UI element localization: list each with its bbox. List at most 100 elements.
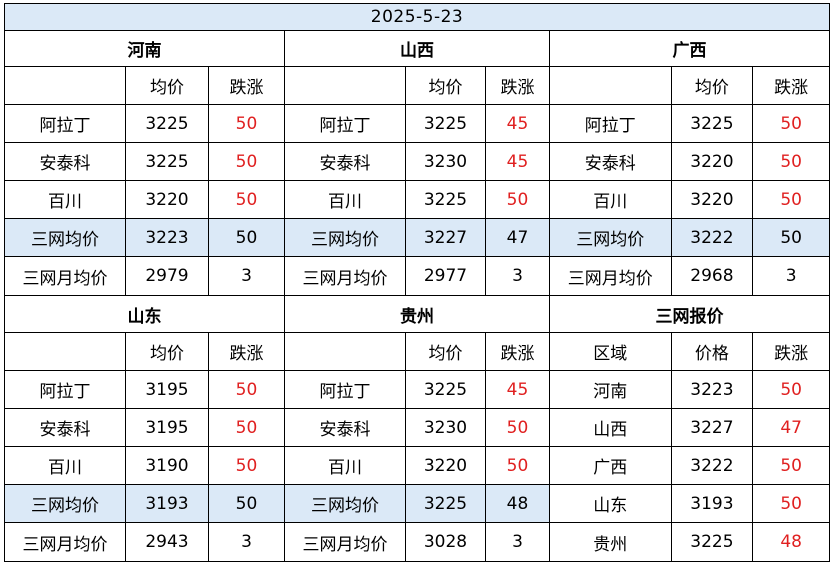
region-title: 广西	[550, 30, 829, 67]
change-cell: 50	[208, 219, 284, 256]
region-block: 山东 均价 跌涨 阿拉丁 3195 50 安泰科 3195 50 百川 3190 50 三网均价 3193…	[5, 295, 284, 561]
change-cell: 47	[485, 219, 549, 256]
row-label: 阿拉丁	[584, 116, 636, 136]
table-header-row: 均价 跌涨	[550, 67, 829, 105]
region-table: 均价 跌涨 阿拉丁 3225 45 安泰科 3230 45 百川 3225 50 三网均价 3227 47…	[285, 67, 549, 295]
change-cell: 50	[485, 409, 549, 446]
region-block: 广西 均价 跌涨 阿拉丁 3225 50 安泰科 3220 50 百川 3220 50 三网均价 3222…	[549, 30, 829, 295]
region-block: 河南 均价 跌涨 阿拉丁 3225 50 安泰科 3225 50 百川 3220 50 三网均价 3223…	[5, 30, 284, 295]
price-cell: 3222	[670, 219, 753, 256]
table-row: 阿拉丁 3225 45	[285, 105, 549, 143]
price-cell: 3230	[405, 143, 485, 180]
change-cell: 45	[485, 371, 549, 408]
table-row: 安泰科 3230 45	[285, 143, 549, 181]
price-cell: 3220	[670, 143, 753, 180]
table-row: 贵州 3225 48	[550, 523, 829, 561]
row-label: 山东	[593, 496, 628, 516]
region-table: 均价 跌涨 阿拉丁 3225 50 安泰科 3225 50 百川 3220 50 三网均价 3223 50…	[5, 67, 284, 295]
price-cell: 3222	[670, 447, 753, 484]
change-cell: 50	[752, 181, 829, 218]
row-label: 三网月均价	[22, 534, 108, 555]
price-cell: 3225	[405, 485, 485, 522]
table-row: 百川 3190 50	[5, 447, 284, 485]
column-header: 均价	[125, 67, 208, 104]
date-header: 2025-5-23	[5, 4, 829, 31]
change-cell: 3	[485, 523, 549, 561]
table-row: 三网均价 3193 50	[5, 485, 284, 523]
change-cell: 3	[208, 257, 284, 295]
column-header	[285, 67, 405, 104]
row-label: 三网均价	[31, 230, 99, 250]
region-title: 贵州	[285, 296, 549, 333]
change-cell: 50	[752, 219, 829, 256]
table-row: 山东 3193 50	[550, 485, 829, 523]
price-cell: 3225	[405, 371, 485, 408]
table-row: 广西 3222 50	[550, 447, 829, 485]
price-cell: 3220	[125, 181, 208, 218]
change-cell: 3	[752, 257, 829, 295]
column-header	[285, 333, 405, 370]
column-header: 均价	[405, 333, 485, 370]
row-label: 三网月均价	[302, 268, 388, 289]
change-cell: 47	[752, 409, 829, 446]
price-cell: 3195	[125, 409, 208, 446]
column-header	[5, 67, 125, 104]
row-label: 三网月均价	[302, 534, 388, 555]
change-cell: 3	[208, 523, 284, 561]
row-label: 百川	[593, 192, 628, 212]
column-header: 均价	[670, 67, 753, 104]
table-row: 阿拉丁 3225 50	[5, 105, 284, 143]
table-row: 安泰科 3230 50	[285, 409, 549, 447]
table-row: 阿拉丁 3195 50	[5, 371, 284, 409]
price-cell: 3220	[405, 447, 485, 484]
region-title: 山东	[5, 296, 284, 333]
price-cell: 3225	[405, 181, 485, 218]
table-row: 三网月均价 2943 3	[5, 523, 284, 561]
change-cell: 48	[752, 523, 829, 561]
price-cell: 3230	[405, 409, 485, 446]
price-cell: 3225	[125, 143, 208, 180]
column-header: 跌涨	[485, 333, 549, 370]
region-table: 均价 跌涨 阿拉丁 3195 50 安泰科 3195 50 百川 3190 50 三网均价 3193 50…	[5, 333, 284, 561]
region-title: 河南	[5, 30, 284, 67]
table-row: 河南 3223 50	[550, 371, 829, 409]
row-label: 三网均价	[576, 230, 645, 250]
price-cell: 3225	[670, 523, 753, 561]
row-label: 安泰科	[39, 420, 91, 440]
change-cell: 48	[485, 485, 549, 522]
price-cell: 3190	[125, 447, 208, 484]
price-cell: 3028	[405, 523, 485, 561]
table-row: 三网均价 3227 47	[285, 219, 549, 257]
change-cell: 45	[485, 105, 549, 142]
column-header: 跌涨	[752, 67, 829, 104]
table-header-row: 均价 跌涨	[5, 67, 284, 105]
change-cell: 50	[752, 447, 829, 484]
price-cell: 3227	[670, 409, 753, 446]
price-cell: 2943	[125, 523, 208, 561]
row-label: 阿拉丁	[39, 382, 91, 402]
row-label: 安泰科	[39, 154, 91, 174]
row-label: 百川	[48, 192, 82, 212]
column-header: 区域	[593, 344, 628, 364]
table-row: 阿拉丁 3225 45	[285, 371, 549, 409]
row-label: 安泰科	[319, 420, 371, 440]
price-cell: 2979	[125, 257, 208, 295]
table-row: 山西 3227 47	[550, 409, 829, 447]
column-header: 均价	[125, 333, 208, 370]
table-row: 三网均价 3222 50	[550, 219, 829, 257]
row-label: 三网均价	[31, 496, 99, 516]
row-label: 安泰科	[584, 154, 636, 174]
table-row: 阿拉丁 3225 50	[550, 105, 829, 143]
change-cell: 50	[752, 371, 829, 408]
region-block: 贵州 均价 跌涨 阿拉丁 3225 45 安泰科 3230 50 百川 3220 50 三网均价 3225…	[284, 295, 549, 561]
row-label: 阿拉丁	[319, 382, 371, 402]
table-row: 百川 3225 50	[285, 181, 549, 219]
change-cell: 50	[208, 485, 284, 522]
change-cell: 50	[485, 447, 549, 484]
row-label: 安泰科	[319, 154, 371, 174]
price-cell: 3223	[125, 219, 208, 256]
price-sheet: 2025-5-23 河南 均价 跌涨 阿拉丁 3225 50 安泰科 3225 50 百川 3220…	[4, 3, 830, 562]
change-cell: 50	[208, 447, 284, 484]
column-header	[550, 67, 671, 104]
change-cell: 50	[208, 105, 284, 142]
